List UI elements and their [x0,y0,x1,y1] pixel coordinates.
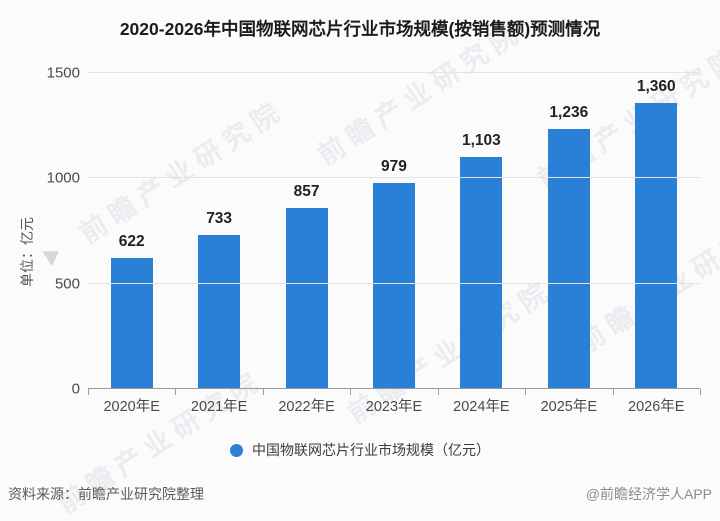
y-tick-label: 0 [71,380,80,398]
bar [547,128,590,389]
bar [372,182,415,389]
legend-marker-icon [230,443,243,457]
gridline [88,72,700,73]
x-axis-tick [88,389,89,395]
x-tick-label: 2026年E [628,399,685,415]
bar [285,208,328,389]
gridline [88,177,700,179]
x-tick-label: 2023年E [365,399,423,415]
bar-column: 979 [350,73,437,389]
bar-column: 733 [175,73,262,389]
y-tick-label: 500 [54,275,80,293]
x-tick-label: 2022年E [278,399,335,415]
bar-column: 1,360 [613,73,700,389]
bar-value-label: 857 [293,183,320,201]
y-tick-label: 1500 [46,64,80,82]
x-axis-tick [437,389,439,395]
source-note: 资料来源：前瞻产业研究院整理 [8,486,204,502]
credit-note: @前瞻经济学人APP [585,486,712,502]
x-tick-label: 2020年E [103,399,160,415]
bar-column: 857 [263,73,350,389]
x-tick-label: 2025年E [540,399,598,415]
x-tick-label: 2021年E [190,399,248,415]
x-axis-labels: 2020年E 2021年E 2022年E 2023年E 2024年E 2025年E 2026… [88,395,700,416]
bar-column: 1,103 [438,73,525,389]
chart-title: 2020-2026年中国物联网芯片行业市场规模(按销售额)预测情况 [119,19,601,39]
x-axis-tick [350,389,352,395]
gridline [88,282,700,284]
x-axis-tick [612,389,614,395]
bar-value-label: 1,360 [636,77,676,95]
bar [635,102,678,389]
x-axis-tick [700,389,701,395]
y-tick-label: 1000 [46,169,80,187]
bar-value-label: 1,103 [461,131,501,149]
bar [110,257,153,389]
y-axis: 0 500 1000 1500 [0,65,80,398]
bar-value-label: 979 [381,157,407,175]
x-axis-tick [175,389,177,395]
bar-column: 1,236 [525,73,612,389]
x-axis-tick [262,389,264,395]
legend-label: 中国物联网芯片行业市场规模（亿元） [252,442,490,458]
x-tick-label: 2024年E [453,399,510,415]
legend: 中国物联网芯片行业市场规模（亿元） [0,440,720,460]
bar-column: 622 [88,73,175,389]
bar-value-label: 733 [206,209,233,227]
bar [460,156,503,389]
plot-area: 622 733 857 979 1,103 1,236 1,360 [88,72,701,395]
x-axis-line [88,388,700,389]
footer: 资料来源：前瞻产业研究院整理 @前瞻经济学人APP [8,484,712,504]
bar-value-label: 1,236 [549,103,589,121]
bar-columns: 622 733 857 979 1,103 1,236 1,360 [88,73,700,389]
bar [198,234,241,389]
x-axis-tick [525,389,527,395]
bar-value-label: 622 [118,232,145,250]
